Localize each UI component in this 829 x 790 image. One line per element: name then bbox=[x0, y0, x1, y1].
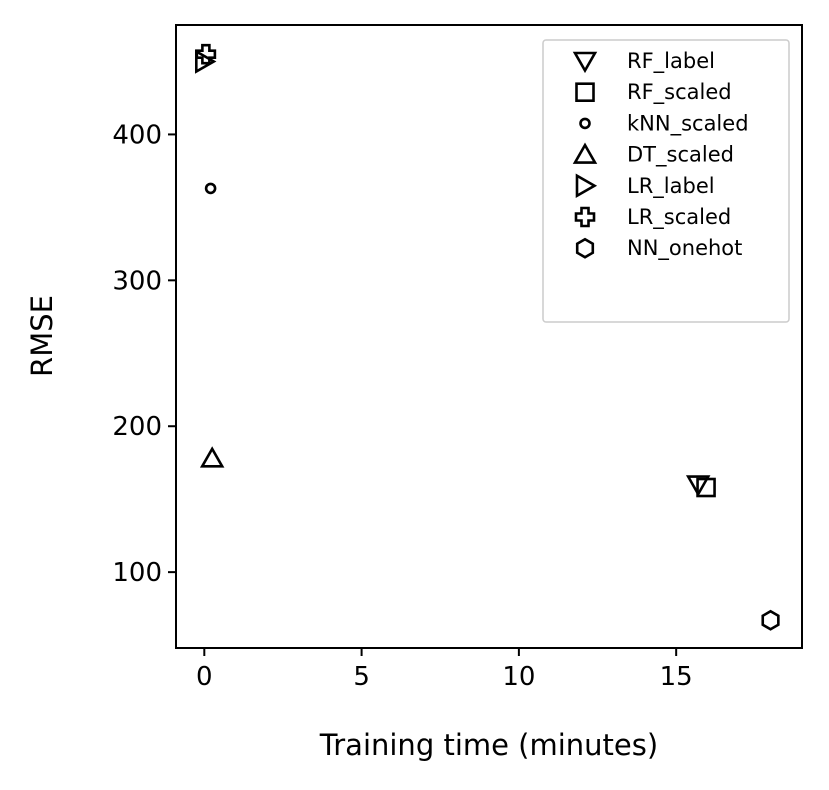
y-axis: 100 200 300 400 bbox=[112, 120, 176, 588]
legend-label: RF_scaled bbox=[627, 80, 732, 105]
data-point-knn-scaled bbox=[204, 182, 217, 195]
legend-label: LR_scaled bbox=[627, 205, 731, 230]
x-axis: 0 5 10 15 bbox=[196, 648, 693, 692]
y-tick-label: 300 bbox=[112, 266, 162, 296]
x-tick-label: 5 bbox=[353, 662, 370, 692]
y-axis-label: RMSE bbox=[25, 295, 59, 377]
legend-marker-lr-scaled bbox=[574, 206, 596, 228]
legend-label: NN_onehot bbox=[627, 236, 742, 261]
legend-label: RF_label bbox=[627, 49, 715, 74]
x-axis-label: Training time (minutes) bbox=[319, 728, 658, 762]
legend-label: kNN_scaled bbox=[627, 111, 749, 136]
y-tick-label: 400 bbox=[112, 120, 162, 150]
x-tick-label: 15 bbox=[660, 662, 693, 692]
data-point-lr-scaled bbox=[195, 43, 217, 65]
legend-marker-rf-label bbox=[572, 51, 598, 74]
legend-label: LR_label bbox=[627, 174, 715, 199]
data-point-lr-label bbox=[195, 49, 217, 74]
data-point-nn-onehot bbox=[761, 609, 780, 631]
y-tick-label: 200 bbox=[112, 412, 162, 442]
legend-marker-dt-scaled bbox=[572, 142, 598, 164]
data-points bbox=[195, 43, 780, 631]
legend-marker-rf-scaled bbox=[575, 82, 595, 102]
y-tick-label: 100 bbox=[112, 558, 162, 588]
legend-marker-knn-scaled bbox=[579, 117, 591, 130]
data-point-rf-label bbox=[685, 475, 711, 497]
legend-marker-lr-label bbox=[575, 173, 598, 199]
legend-box bbox=[542, 39, 790, 323]
data-point-rf-scaled bbox=[696, 477, 716, 498]
data-point-dt-scaled bbox=[199, 446, 225, 468]
legend: RF_label RF_scaled kNN_scaled DT_scaled LR_l… bbox=[542, 39, 790, 323]
x-tick-label: 10 bbox=[502, 662, 535, 692]
legend-label: DT_scaled bbox=[627, 143, 734, 168]
legend-marker-nn-onehot bbox=[575, 237, 595, 259]
x-tick-label: 0 bbox=[196, 662, 213, 692]
